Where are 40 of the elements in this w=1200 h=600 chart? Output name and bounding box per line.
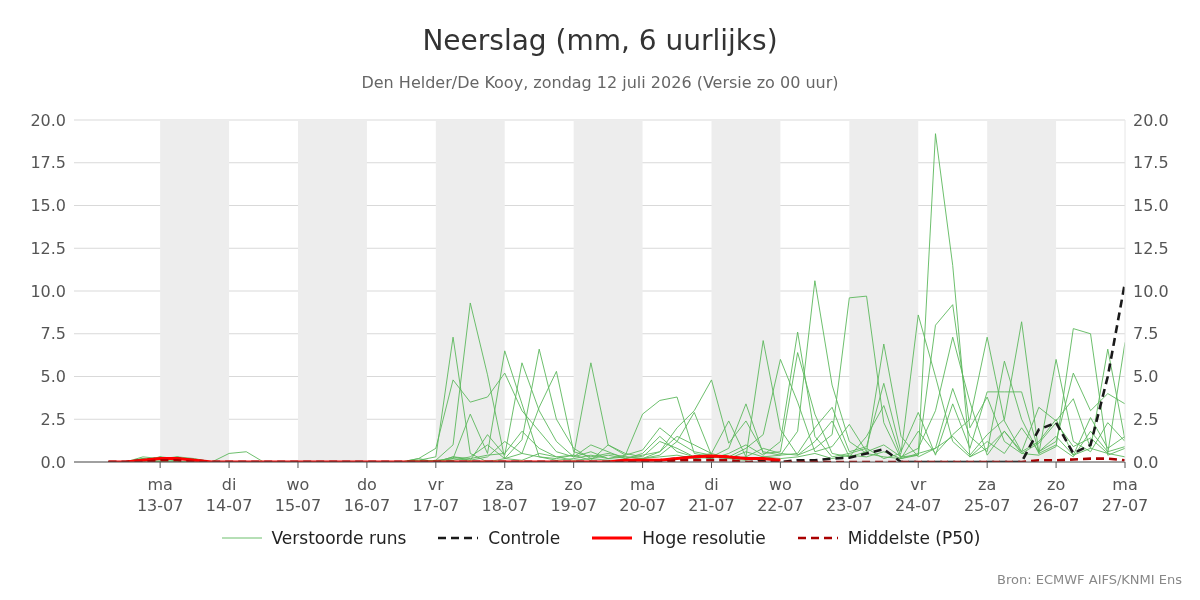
x-tick-label: wo 15-07 (274, 475, 322, 515)
x-tick-label: do 23-07 (826, 475, 873, 515)
y2-tick-label: 17.5 (1133, 153, 1169, 173)
y-tick-label: 20.0 (30, 110, 66, 130)
x-tick-label: vr 17-07 (412, 475, 460, 515)
y-tick-label: 0.0 (40, 452, 66, 472)
y-tick-label: 17.5 (30, 153, 66, 173)
chart-subtitle: Den Helder/De Kooy, zondag 12 juli 2026 (Versie zo 00 uur) (360, 73, 840, 92)
y2-tick-label: 2.5 (1133, 409, 1159, 429)
legend-label: Hoge resolutie (642, 528, 766, 548)
x-tick-label: ma 13-07 (136, 475, 184, 515)
text: Bron: ECMWF AIFS/KNMI Ens (997, 572, 1182, 587)
x-tick-label: do 16-07 (343, 475, 391, 515)
x-tick-label: za 25-07 (963, 475, 1011, 515)
legend-label: Verstoorde runs (271, 528, 407, 548)
y-tick-label: 15.0 (30, 196, 66, 216)
y2-tick-label: 10.0 (1133, 281, 1169, 301)
y2-tick-label: 15.0 (1133, 196, 1169, 216)
y-tick-label: 7.5 (40, 324, 66, 344)
x-tick-label: wo 22-07 (757, 475, 804, 515)
x-tick-label: di 14-07 (205, 475, 253, 515)
y-tick-label: 2.5 (40, 409, 66, 429)
x-tick-label: ma 20-07 (619, 475, 666, 515)
y2-tick-label: 5.0 (1133, 367, 1159, 387)
x-tick-label: vr 24-07 (895, 475, 942, 515)
y-tick-label: 10.0 (30, 281, 66, 301)
x-tick-label: di 21-07 (688, 475, 735, 515)
y-tick-label: 12.5 (30, 238, 66, 258)
x-tick-label: zo 26-07 (1032, 475, 1080, 515)
y2-tick-label: 0.0 (1133, 452, 1159, 472)
y-tick-label: 5.0 (40, 367, 66, 387)
x-tick-label: zo 19-07 (550, 475, 597, 515)
y2-tick-label: 7.5 (1133, 324, 1159, 344)
legend-label: Middelste (P50) (847, 528, 981, 548)
x-tick-label: ma 27-07 (1101, 475, 1149, 515)
chart-title: Neerslag (mm, 6 uurlijks) (421, 24, 779, 57)
y2-tick-label: 20.0 (1133, 110, 1169, 130)
legend-label: Controle (488, 528, 561, 548)
y2-tick-label: 12.5 (1133, 238, 1169, 258)
x-tick-label: za 18-07 (481, 475, 528, 515)
